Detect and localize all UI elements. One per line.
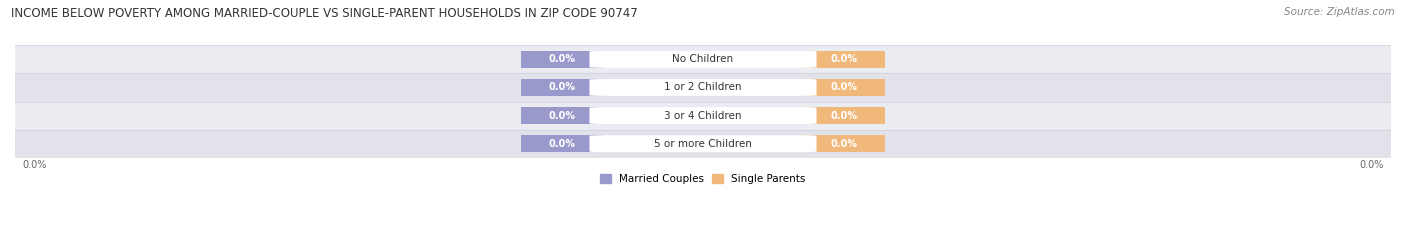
Text: No Children: No Children xyxy=(672,54,734,64)
Text: 0.0%: 0.0% xyxy=(831,82,858,93)
Text: 0.0%: 0.0% xyxy=(548,82,575,93)
Bar xyxy=(15,102,1391,130)
Text: 0.0%: 0.0% xyxy=(548,111,575,120)
Text: 0.0%: 0.0% xyxy=(548,139,575,149)
Text: 0.0%: 0.0% xyxy=(1360,160,1384,170)
FancyBboxPatch shape xyxy=(589,135,817,152)
Bar xyxy=(520,135,603,152)
Bar xyxy=(803,135,886,152)
Text: 3 or 4 Children: 3 or 4 Children xyxy=(664,111,742,120)
Text: 1 or 2 Children: 1 or 2 Children xyxy=(664,82,742,93)
Bar xyxy=(15,45,1391,73)
Text: INCOME BELOW POVERTY AMONG MARRIED-COUPLE VS SINGLE-PARENT HOUSEHOLDS IN ZIP COD: INCOME BELOW POVERTY AMONG MARRIED-COUPL… xyxy=(11,7,638,20)
FancyBboxPatch shape xyxy=(589,79,817,96)
Bar xyxy=(520,107,603,124)
Bar xyxy=(520,51,603,68)
Bar xyxy=(803,107,886,124)
Text: 0.0%: 0.0% xyxy=(831,139,858,149)
Text: 0.0%: 0.0% xyxy=(831,54,858,64)
FancyBboxPatch shape xyxy=(589,107,817,124)
Text: Source: ZipAtlas.com: Source: ZipAtlas.com xyxy=(1284,7,1395,17)
Text: 0.0%: 0.0% xyxy=(22,160,46,170)
Text: 0.0%: 0.0% xyxy=(831,111,858,120)
Bar xyxy=(15,73,1391,102)
Text: 0.0%: 0.0% xyxy=(548,54,575,64)
Bar xyxy=(803,51,886,68)
FancyBboxPatch shape xyxy=(589,51,817,68)
Legend: Married Couples, Single Parents: Married Couples, Single Parents xyxy=(599,172,807,186)
Text: 5 or more Children: 5 or more Children xyxy=(654,139,752,149)
Bar xyxy=(803,79,886,96)
Bar xyxy=(15,130,1391,158)
Bar xyxy=(520,79,603,96)
